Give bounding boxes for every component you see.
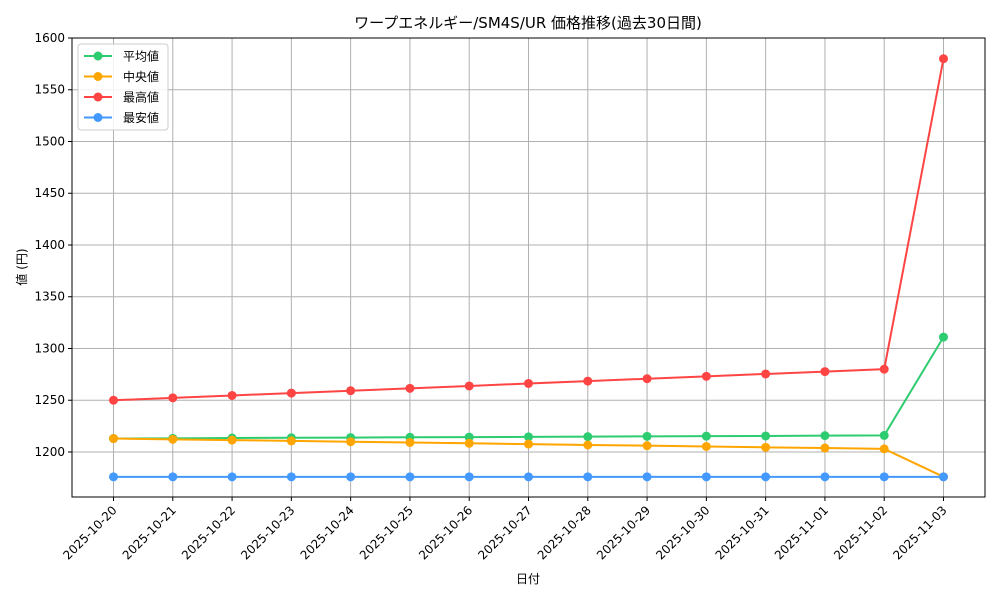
data-point xyxy=(642,441,652,451)
legend-marker xyxy=(93,113,103,122)
legend-label: 平均値 xyxy=(123,49,159,64)
data-point xyxy=(109,395,118,405)
legend-marker xyxy=(93,51,103,61)
data-point xyxy=(464,432,474,442)
legend-box xyxy=(77,43,169,131)
data-point xyxy=(939,54,948,64)
data-point xyxy=(524,432,533,442)
x-tick-label: 2025-10-20 xyxy=(60,503,119,562)
x-tick-label: 2025-10-31 xyxy=(713,503,772,562)
data-point xyxy=(583,472,593,482)
data-point xyxy=(879,364,889,374)
x-tick-label: 2025-10-28 xyxy=(535,503,594,562)
x-tick-label: 2025-10-21 xyxy=(120,503,179,562)
data-point xyxy=(524,472,533,482)
data-point xyxy=(820,472,830,482)
data-point xyxy=(227,472,237,482)
data-point xyxy=(583,376,593,386)
x-tick-label: 2025-10-26 xyxy=(416,503,475,562)
data-point xyxy=(879,430,889,440)
data-point xyxy=(701,431,711,441)
y-tick-label: 1500 xyxy=(34,134,65,148)
legend-label: 最安値 xyxy=(123,110,159,125)
data-point xyxy=(168,434,178,444)
chart-title: ワープエネルギー/SM4S/UR 価格推移(過去30日間) xyxy=(354,14,702,32)
x-tick-label: 2025-10-27 xyxy=(475,503,534,562)
data-point xyxy=(168,472,178,482)
data-point xyxy=(879,472,889,482)
data-point xyxy=(879,444,889,454)
y-tick-label: 1350 xyxy=(34,290,65,304)
data-point xyxy=(346,472,356,482)
data-point xyxy=(583,440,593,450)
data-point xyxy=(761,369,771,379)
data-point xyxy=(642,472,652,482)
data-point xyxy=(701,371,711,381)
legend-label: 最高値 xyxy=(123,90,159,105)
data-point xyxy=(642,431,652,441)
data-point xyxy=(109,434,118,444)
data-point xyxy=(464,472,474,482)
data-point xyxy=(109,472,118,482)
x-tick-label: 2025-11-02 xyxy=(831,503,890,562)
data-point xyxy=(405,383,415,393)
data-point xyxy=(227,390,237,400)
legend-marker xyxy=(93,92,103,102)
x-tick-label: 2025-10-22 xyxy=(179,503,238,562)
x-tick-label: 2025-11-01 xyxy=(772,503,831,562)
data-point xyxy=(642,374,652,384)
x-tick-label: 2025-10-29 xyxy=(594,503,653,562)
y-tick-label: 1600 xyxy=(34,31,65,45)
data-point xyxy=(939,472,948,482)
data-point xyxy=(524,439,533,449)
x-tick-label: 2025-11-03 xyxy=(890,503,949,562)
data-point xyxy=(464,381,474,391)
data-point xyxy=(346,437,356,447)
data-point xyxy=(286,436,296,446)
y-tick-label: 1400 xyxy=(34,238,65,252)
data-point xyxy=(286,472,296,482)
y-tick-label: 1250 xyxy=(34,393,65,407)
data-point xyxy=(405,472,415,482)
y-tick-label: 1550 xyxy=(34,83,65,97)
data-point xyxy=(761,442,771,452)
y-axis-label: 値 (円) xyxy=(14,248,29,285)
data-point xyxy=(346,386,356,396)
y-tick-label: 1300 xyxy=(34,341,65,355)
x-tick-label: 2025-10-25 xyxy=(357,503,416,562)
data-point xyxy=(761,431,771,441)
y-tick-label: 1200 xyxy=(34,445,65,459)
data-point xyxy=(464,438,474,448)
legend-marker xyxy=(93,72,103,81)
data-point xyxy=(761,472,771,482)
data-point xyxy=(820,367,830,377)
data-point xyxy=(583,432,593,442)
data-point xyxy=(701,441,711,451)
data-point xyxy=(701,472,711,482)
x-axis-label: 日付 xyxy=(516,572,540,586)
data-point xyxy=(286,388,296,398)
data-point xyxy=(405,437,415,447)
x-tick-label: 2025-10-24 xyxy=(298,503,357,562)
data-point xyxy=(524,378,533,388)
data-point xyxy=(820,443,830,453)
data-point xyxy=(168,393,178,403)
x-tick-label: 2025-10-23 xyxy=(238,503,297,562)
y-tick-label: 1450 xyxy=(34,186,65,200)
data-point xyxy=(939,332,948,342)
data-point xyxy=(227,435,237,445)
x-tick-label: 2025-10-30 xyxy=(653,503,712,562)
legend-label: 中央値 xyxy=(123,69,159,84)
data-point xyxy=(820,431,830,441)
